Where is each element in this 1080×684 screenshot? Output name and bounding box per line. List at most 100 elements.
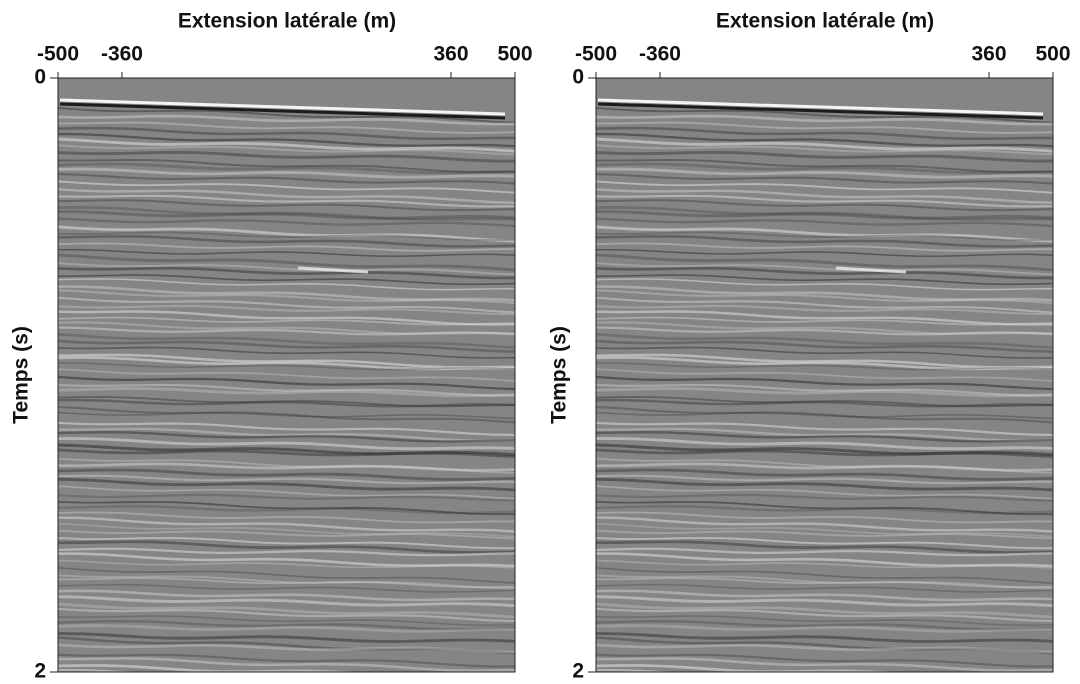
reflector <box>596 362 1053 371</box>
reflector <box>596 304 1053 316</box>
reflector <box>58 619 515 631</box>
reflector <box>596 296 1053 314</box>
reflector <box>58 339 515 353</box>
reflector <box>58 485 515 500</box>
reflector <box>596 262 1053 276</box>
reflector <box>596 595 1053 608</box>
reflector <box>596 529 1053 540</box>
reflector <box>596 602 1053 619</box>
reflector <box>596 619 1053 631</box>
reflector <box>58 537 515 550</box>
reflector <box>58 457 515 474</box>
reflector <box>596 462 1053 472</box>
reflector <box>58 566 515 585</box>
reflector <box>58 137 515 153</box>
reflector <box>596 477 1053 492</box>
x-tick-label: -500 <box>37 43 79 66</box>
reflector <box>58 326 515 336</box>
reflector <box>596 144 1053 156</box>
reflector <box>58 595 515 608</box>
reflector <box>596 431 1053 443</box>
reflector <box>596 194 1053 208</box>
x-axis-label: Extension latérale (m) <box>716 10 934 33</box>
reflector <box>596 405 1053 424</box>
reflector <box>297 266 369 274</box>
reflector <box>58 231 515 242</box>
reflector <box>596 522 1053 538</box>
reflector <box>596 653 1053 668</box>
reflector <box>596 162 1053 175</box>
reflector <box>58 121 515 134</box>
reflector <box>596 310 1053 326</box>
reflector <box>58 107 515 124</box>
reflector <box>596 574 1053 590</box>
reflector <box>596 643 1053 654</box>
reflector <box>58 589 515 602</box>
reflector <box>596 559 1053 569</box>
reflector <box>58 468 515 481</box>
reflector <box>596 540 1053 554</box>
reflector <box>596 474 1053 485</box>
reflector <box>596 624 1053 633</box>
reflector <box>596 516 1053 533</box>
x-tick-label: 360 <box>433 43 468 66</box>
reflector <box>596 339 1053 353</box>
plot-frame <box>595 77 1054 673</box>
reflector <box>58 540 515 554</box>
reflector <box>596 443 1053 457</box>
x-tick-label: -360 <box>101 43 143 66</box>
reflector <box>59 102 506 120</box>
reflector <box>596 150 1053 163</box>
reflector <box>58 234 515 248</box>
reflector <box>596 253 1053 272</box>
reflector <box>596 493 1053 502</box>
reflector <box>58 296 515 314</box>
reflector <box>596 199 1053 212</box>
reflector <box>596 615 1053 627</box>
reflector <box>58 653 515 668</box>
reflector <box>596 242 1053 252</box>
reflector <box>58 664 360 672</box>
reflector <box>596 126 1053 141</box>
reflector <box>596 674 1053 684</box>
reflector <box>596 589 1053 602</box>
y-tick-label: 2 <box>34 660 46 683</box>
reflector <box>58 516 515 533</box>
reflector <box>58 206 515 221</box>
reflector <box>596 485 1053 500</box>
reflector <box>58 443 515 457</box>
reflector <box>58 262 515 276</box>
reflector <box>596 114 1053 126</box>
reflector <box>596 321 1053 335</box>
plot-frame <box>57 77 516 673</box>
reflector <box>596 437 1053 451</box>
reflector <box>596 353 1053 369</box>
reflector <box>596 121 1053 134</box>
reflector <box>596 266 1053 280</box>
reflector <box>596 225 1053 243</box>
reflector <box>58 643 515 654</box>
reflector <box>835 266 907 274</box>
reflector <box>596 234 1053 248</box>
y-tick-label: 2 <box>572 660 584 683</box>
reflector <box>58 353 515 369</box>
x-tick-label: 360 <box>971 43 1006 66</box>
reflector <box>58 657 515 672</box>
reflector <box>58 210 515 220</box>
reflector <box>58 274 515 286</box>
reflector <box>596 657 1053 672</box>
reflector <box>58 144 515 156</box>
reflector <box>58 253 515 272</box>
reflector <box>58 583 515 593</box>
reflector <box>59 98 506 116</box>
reflector <box>596 636 1053 655</box>
reflector <box>58 574 515 590</box>
reflector <box>58 332 515 350</box>
reflector <box>596 583 1053 593</box>
reflector <box>58 405 515 424</box>
reflector <box>58 199 515 212</box>
y-tick-label: 0 <box>34 66 46 89</box>
reflector <box>596 537 1053 550</box>
reflector <box>596 468 1053 481</box>
